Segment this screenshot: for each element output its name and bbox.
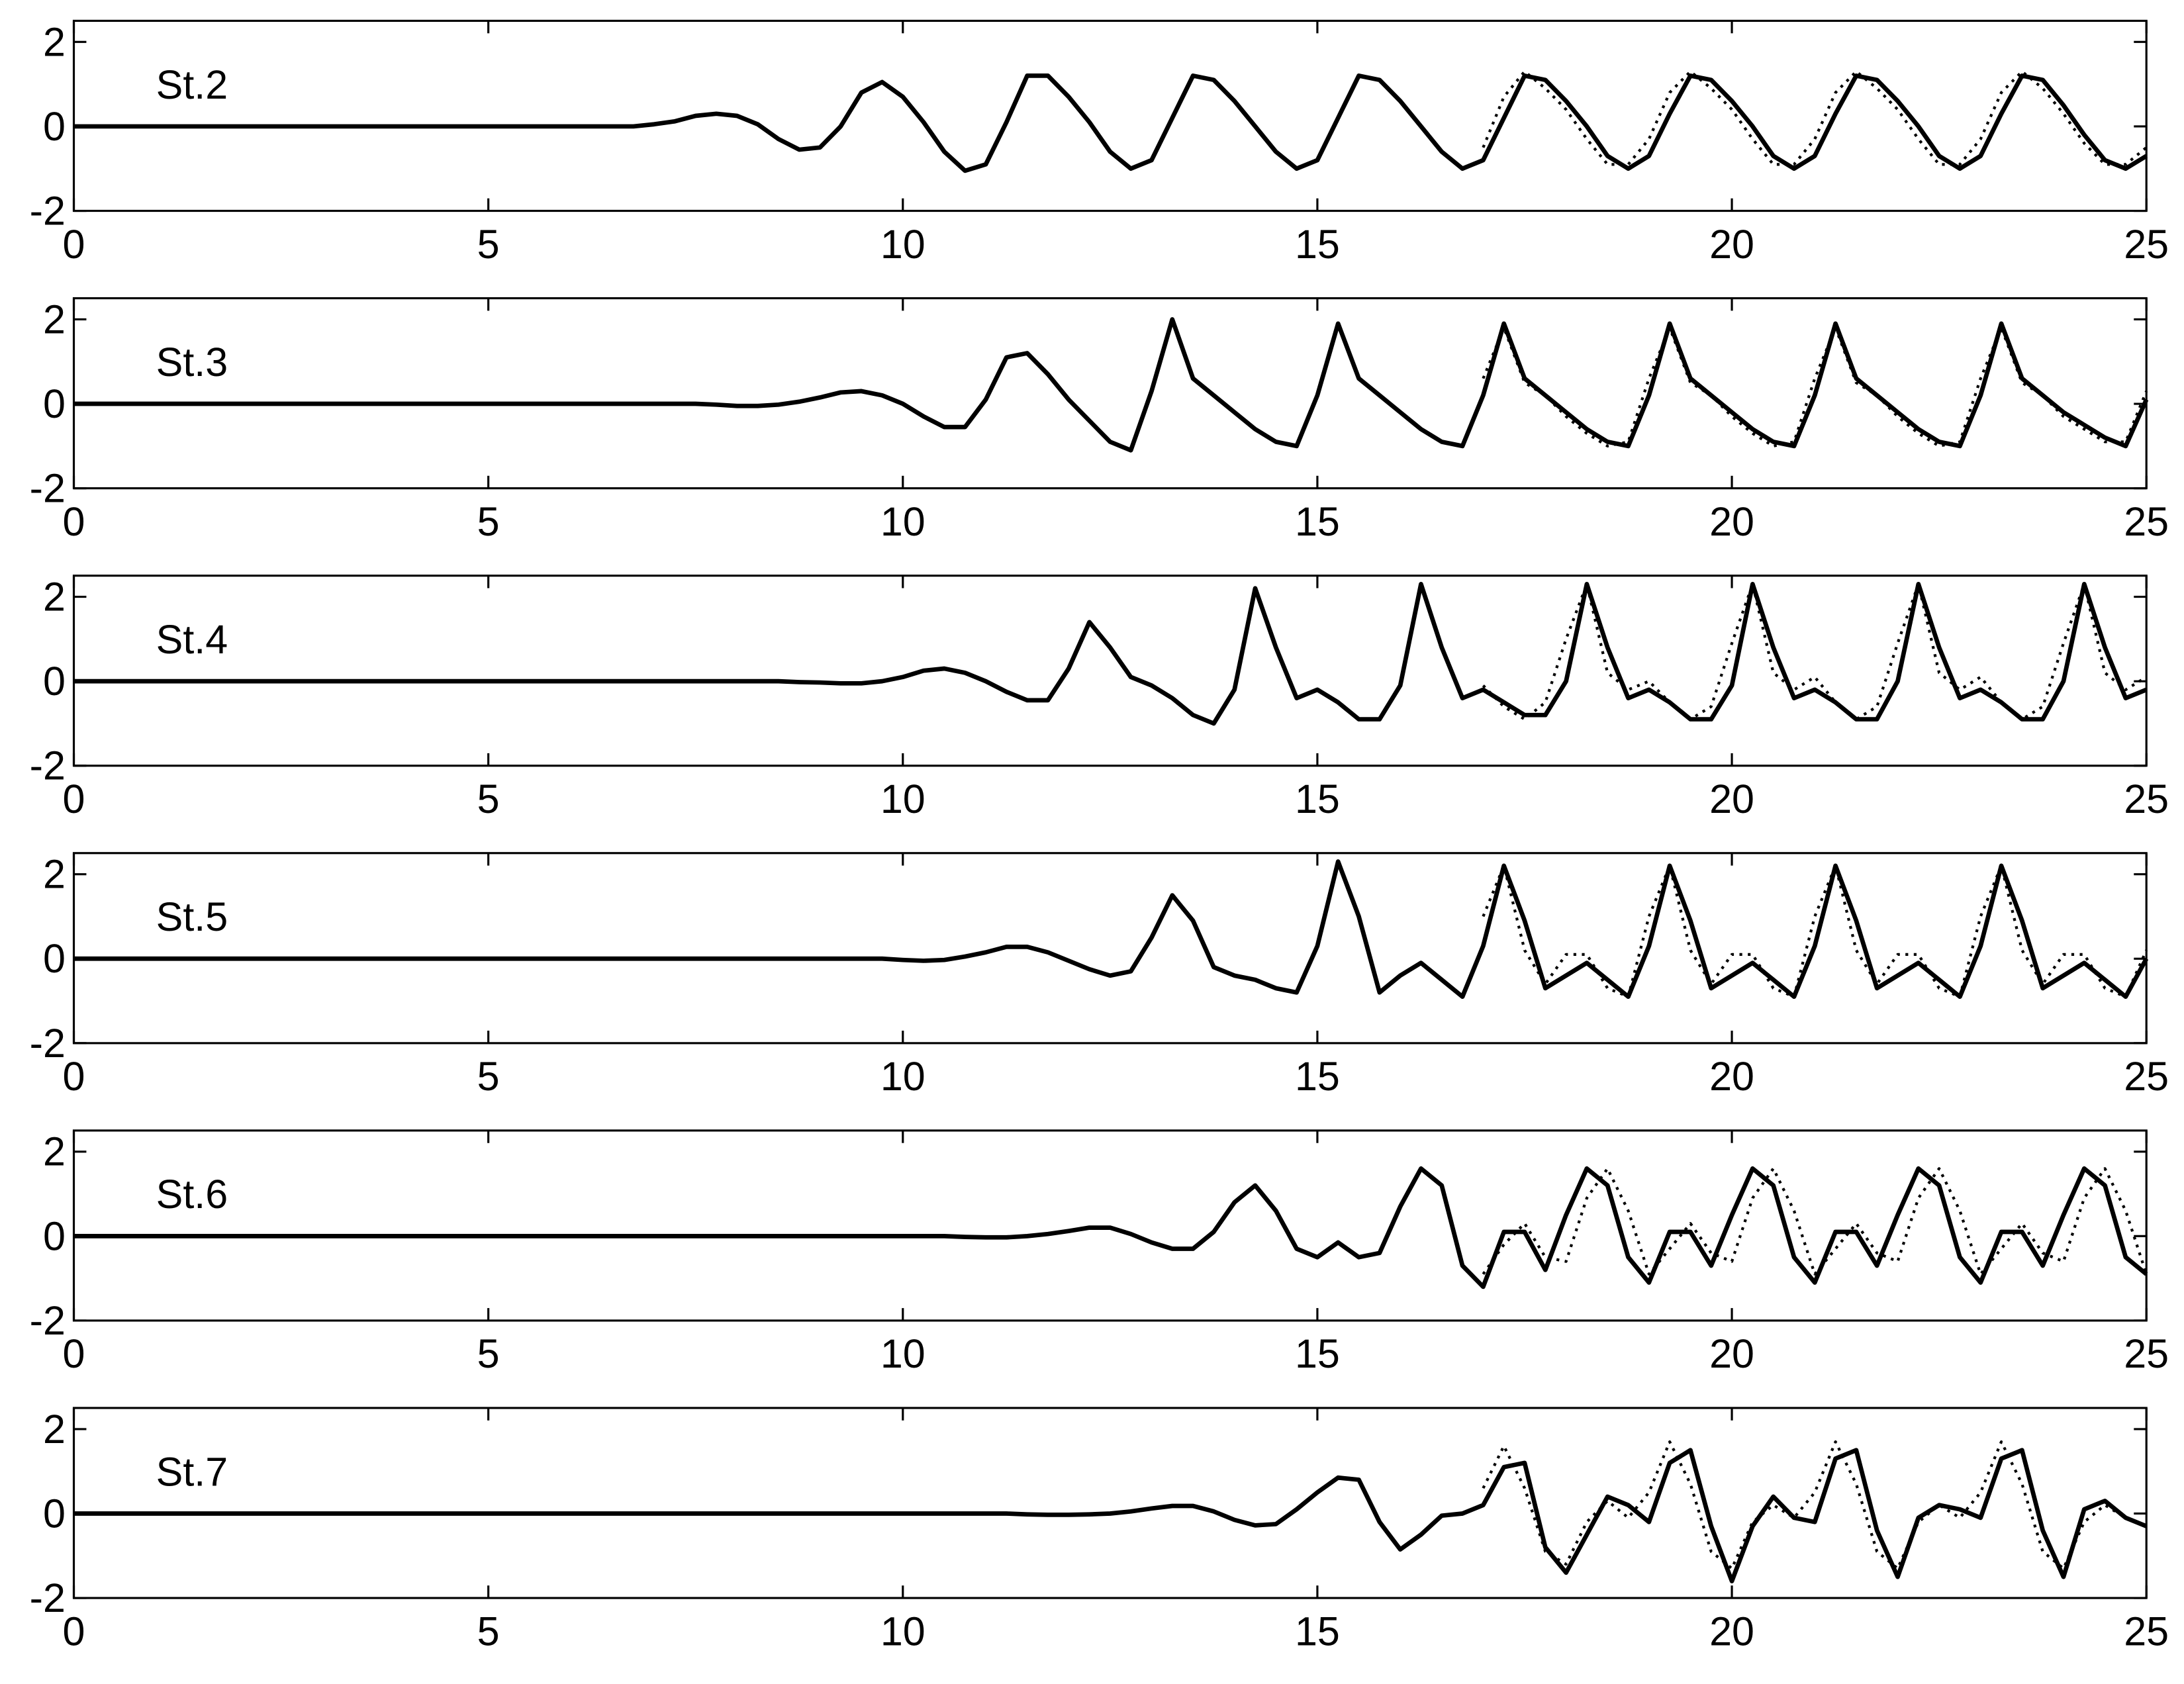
- solid-line: [73, 1448, 2148, 1583]
- x-tick-label: 0: [63, 1609, 85, 1654]
- x-tick-label: 10: [880, 1054, 926, 1099]
- x-tick-label: 5: [477, 1331, 500, 1376]
- x-tick-label: 10: [880, 499, 926, 544]
- x-tick-label: 10: [880, 222, 926, 267]
- x-tick-label: 20: [1709, 1054, 1754, 1099]
- x-tick-label: 15: [1295, 222, 1340, 267]
- x-tick-label: 5: [477, 776, 500, 821]
- x-tick-label: 5: [477, 499, 500, 544]
- axes-box: [72, 19, 2148, 212]
- dotted-line: [1482, 864, 2148, 998]
- x-tick-label: 5: [477, 1609, 500, 1654]
- x-tick-label: 15: [1295, 776, 1340, 821]
- x-tick-label: 15: [1295, 1331, 1340, 1376]
- x-tick-label: 0: [63, 1331, 85, 1376]
- x-tick-label: 25: [2124, 222, 2169, 267]
- station-label: St.3: [156, 340, 228, 385]
- y-tick-label: 2: [43, 19, 66, 64]
- y-tick-label: -2: [30, 189, 66, 234]
- dotted-line: [1482, 1440, 2147, 1570]
- x-tick-label: 20: [1709, 1331, 1754, 1376]
- x-tick-label: 5: [477, 1054, 500, 1099]
- y-tick-label: 0: [43, 381, 66, 426]
- x-tick-label: 20: [1709, 499, 1754, 544]
- x-tick-label: 25: [2124, 1609, 2169, 1654]
- y-tick-label: 2: [43, 1129, 66, 1174]
- station-label: St.4: [156, 617, 228, 662]
- x-tick-label: 20: [1709, 1609, 1754, 1654]
- y-tick-label: 0: [43, 1213, 66, 1258]
- x-tick-label: 5: [477, 222, 500, 267]
- solid-line: [73, 317, 2149, 453]
- y-tick-label: 2: [43, 1407, 66, 1452]
- x-tick-label: 10: [880, 776, 926, 821]
- x-tick-label: 25: [2124, 1331, 2169, 1376]
- y-tick-label: -2: [30, 1575, 66, 1620]
- x-tick-label: 20: [1709, 776, 1754, 821]
- solid-line: [73, 859, 2149, 1000]
- x-tick-label: 20: [1709, 222, 1754, 267]
- x-tick-label: 0: [63, 776, 85, 821]
- y-tick-label: 0: [43, 659, 66, 704]
- y-tick-label: 0: [43, 1491, 66, 1536]
- x-tick-label: 0: [63, 222, 85, 267]
- dotted-line: [1482, 326, 2148, 447]
- x-tick-label: 25: [2124, 1054, 2169, 1099]
- y-tick-label: -2: [30, 1298, 66, 1343]
- x-tick-label: 0: [63, 499, 85, 544]
- x-tick-label: 25: [2124, 499, 2169, 544]
- station-label: St.6: [156, 1172, 228, 1217]
- y-tick-label: 2: [43, 852, 66, 897]
- axes-box: [72, 297, 2148, 490]
- x-tick-label: 10: [880, 1609, 926, 1654]
- y-tick-label: 0: [43, 104, 66, 149]
- axes-box: [72, 852, 2148, 1045]
- station-label: St.5: [156, 894, 228, 939]
- solid-line: [73, 1166, 2148, 1289]
- axes-box: [72, 1407, 2148, 1599]
- y-tick-label: -2: [30, 1021, 66, 1066]
- solid-line: [73, 582, 2148, 726]
- y-tick-label: -2: [30, 743, 66, 788]
- y-tick-label: 0: [43, 936, 66, 981]
- station-label: St.7: [156, 1449, 228, 1494]
- x-tick-label: 0: [63, 1054, 85, 1099]
- x-tick-label: 15: [1295, 1054, 1340, 1099]
- x-tick-label: 15: [1295, 1609, 1340, 1654]
- axes-box: [72, 575, 2148, 767]
- y-tick-label: -2: [30, 466, 66, 511]
- solid-line: [73, 73, 2148, 173]
- station-label: St.2: [156, 62, 228, 107]
- x-tick-label: 10: [880, 1331, 926, 1376]
- x-tick-label: 25: [2124, 776, 2169, 821]
- dotted-line: [1482, 1167, 2148, 1276]
- y-tick-label: 2: [43, 575, 66, 620]
- y-tick-label: 2: [43, 297, 66, 342]
- x-tick-label: 15: [1295, 499, 1340, 544]
